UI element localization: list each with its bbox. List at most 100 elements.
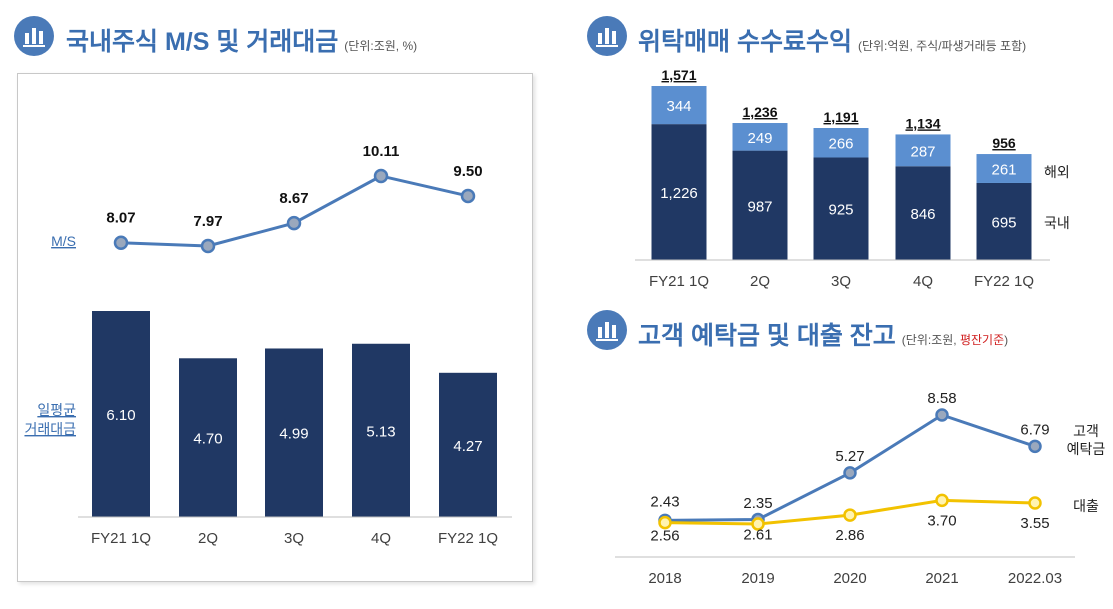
ms-value-label: 10.11 — [363, 143, 400, 160]
legend-deposit: 고객 — [1073, 423, 1099, 439]
bar-domestic — [732, 150, 788, 260]
title-deposits: 고객 예탁금 및 대출 잔고 (단위:조원, 평잔기준) — [638, 316, 1008, 352]
deposit-value-label: 2.56 — [650, 527, 679, 544]
deposit-value-label: 6.79 — [1020, 421, 1049, 438]
total-value-label: 1,191 — [823, 109, 858, 125]
deposit-value-label: 8.58 — [927, 390, 956, 407]
trading-series-label: 일평균 — [37, 402, 76, 418]
ms-value-label: 7.97 — [193, 213, 222, 230]
bar-overseas — [976, 154, 1032, 183]
deposits-chart: 2.56 2.61 5.27 8.58 6.79 2.43 2.35 2.86 3.70 3.55… — [615, 390, 1106, 587]
ms-value-label: 8.67 — [279, 190, 308, 207]
x-tick-label: 2Q — [198, 530, 218, 547]
x-tick-label: 2021 — [925, 570, 958, 587]
x-tick-label: 2019 — [741, 570, 774, 587]
ms-line — [120, 174, 469, 248]
domestic-value-label: 1,226 — [660, 185, 698, 202]
title-ms-trading: 국내주식 M/S 및 거래대금 (단위:조원, %) — [66, 22, 417, 58]
title-commission-text: 위탁매매 수수료수익 — [638, 28, 852, 56]
legend-overseas: 해외 — [1044, 164, 1070, 180]
bar-trading-value — [179, 358, 237, 517]
loan-value-label: 2.43 — [650, 494, 679, 511]
ms-series-label: M/S — [51, 233, 76, 249]
bar-overseas — [895, 134, 951, 167]
deposit-point — [1028, 439, 1042, 454]
total-value-label: 1,134 — [905, 115, 940, 131]
legend-domestic: 국내 — [1044, 215, 1070, 231]
total-value-label: 1,236 — [742, 104, 777, 120]
ms-value-label: 9.50 — [453, 163, 482, 180]
bar-trading-value — [265, 348, 323, 517]
deposit-point — [843, 466, 857, 480]
x-tick-label: 2020 — [833, 570, 866, 587]
loan-point — [843, 508, 857, 522]
bar-value-label: 4.99 — [279, 426, 308, 443]
bar-trading-value — [352, 343, 410, 517]
ms-trading-chart: 6.10 4.70 4.99 5.13 4.27 FY21 1Q 2Q 3Q 4Q FY22 1Q… — [24, 143, 512, 547]
loan-point — [751, 517, 765, 531]
legend-deposit: 예탁금 — [1067, 441, 1106, 457]
trading-series-label: 거래대금 — [24, 421, 76, 437]
deposit-point — [935, 408, 949, 422]
bar-value-label: 6.10 — [106, 407, 135, 424]
x-tick-label: FY22 1Q — [438, 530, 498, 547]
domestic-value-label: 925 — [828, 202, 853, 219]
ms-point — [113, 235, 129, 250]
bar-chart-icon — [14, 16, 54, 56]
bar-domestic — [651, 124, 707, 260]
ms-point — [286, 215, 302, 231]
title-deposits-unit: (단위:조원, 평잔기준) — [902, 333, 1008, 347]
total-value-label: 1,571 — [661, 67, 696, 83]
loan-point — [1028, 496, 1042, 510]
bar-trading-value — [92, 311, 150, 517]
bar-domestic — [976, 182, 1032, 260]
ms-point — [460, 188, 476, 204]
bar-chart-icon — [587, 16, 627, 56]
x-tick-label: 4Q — [913, 273, 933, 290]
bar-overseas — [732, 123, 788, 151]
title-ms-trading-text: 국내주식 M/S 및 거래대금 — [66, 28, 339, 56]
bar-chart-icon — [587, 310, 627, 350]
bar-value-label: 4.27 — [453, 438, 482, 455]
overseas-value-label: 266 — [828, 136, 853, 153]
loan-value-label: 2.86 — [835, 527, 864, 544]
x-tick-label: 4Q — [371, 530, 391, 547]
title-commission: 위탁매매 수수료수익 (단위:억원, 주식/파생거래등 포함) — [638, 22, 1026, 58]
bar-domestic — [813, 157, 869, 260]
loan-value-label: 2.35 — [743, 495, 772, 512]
ms-value-label: 8.07 — [106, 210, 135, 227]
bar-value-label: 5.13 — [366, 423, 395, 440]
x-tick-label: 2Q — [750, 273, 770, 290]
ms-trading-panel: 6.10 4.70 4.99 5.13 4.27 FY21 1Q 2Q 3Q 4Q FY22 1Q… — [17, 73, 533, 582]
bar-overseas — [813, 128, 869, 158]
loan-point — [935, 493, 949, 508]
bar-trading-value — [439, 372, 497, 517]
x-tick-label: FY21 1Q — [91, 530, 151, 547]
deposit-value-label: 5.27 — [835, 448, 864, 465]
x-tick-label: 3Q — [831, 273, 851, 290]
unit-red: 평잔기준 — [959, 333, 1005, 347]
domestic-value-label: 846 — [910, 206, 935, 223]
x-tick-label: 2022.03 — [1008, 570, 1062, 587]
ms-point — [200, 238, 216, 254]
deposit-value-label: 2.61 — [743, 526, 772, 543]
bar-value-label: 4.70 — [193, 431, 222, 448]
ms-point — [373, 168, 389, 184]
bar-overseas — [651, 86, 707, 125]
x-tick-label: FY21 1Q — [649, 273, 709, 290]
domestic-value-label: 695 — [991, 214, 1016, 231]
overseas-value-label: 344 — [666, 98, 691, 115]
overseas-value-label: 249 — [747, 130, 772, 147]
title-commission-unit: (단위:억원, 주식/파생거래등 포함) — [857, 39, 1027, 53]
x-tick-label: FY22 1Q — [974, 273, 1034, 290]
overseas-value-label: 261 — [991, 162, 1016, 179]
total-value-label: 956 — [992, 135, 1016, 151]
loan-value-label: 3.55 — [1020, 515, 1049, 532]
unit-suffix: ) — [1004, 333, 1009, 347]
x-tick-label: 2018 — [648, 570, 681, 587]
legend-loan: 대출 — [1073, 498, 1099, 514]
title-ms-trading-unit: (단위:조원, %) — [344, 39, 418, 53]
overseas-value-label: 287 — [910, 143, 935, 160]
x-tick-label: 3Q — [284, 530, 304, 547]
title-deposits-text: 고객 예탁금 및 대출 잔고 — [638, 322, 896, 350]
